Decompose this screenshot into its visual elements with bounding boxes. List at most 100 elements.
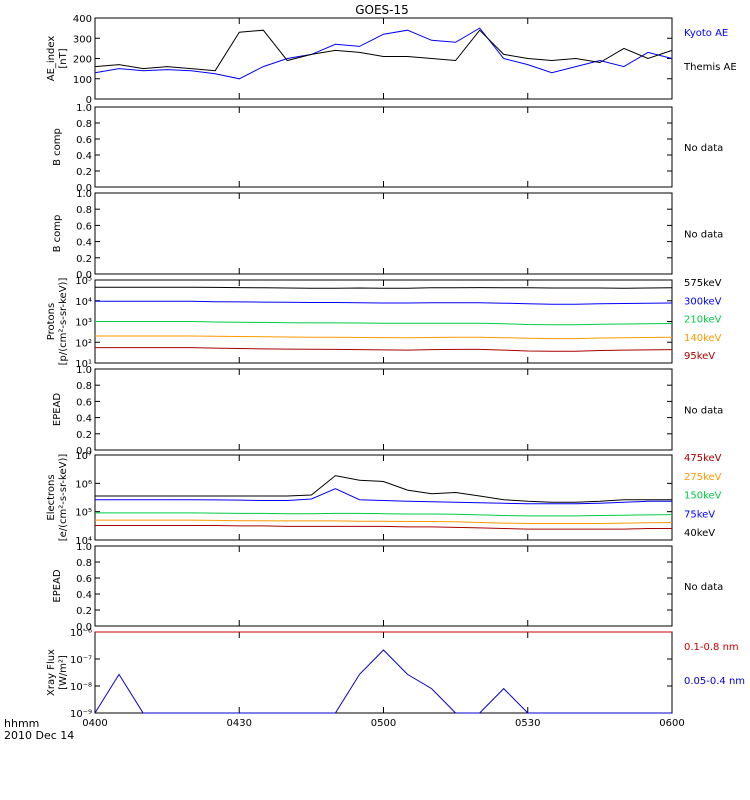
panel-frame [94,631,673,714]
y-tick-label: 0.8 [76,558,92,569]
y-axis-label: [p/(cm²-s-sr-keV)] [58,278,69,366]
y-tick-label: 0.4 [76,590,92,601]
y-tick-label: 10⁴ [75,297,92,308]
y-tick-label: 10⁻⁹ [70,709,92,720]
legend-entry: 40keV [684,528,715,539]
y-axis-label: EPEAD [52,569,63,603]
series-line-300kev [95,300,673,305]
y-tick-label: 0.8 [76,381,92,392]
x-tick-label: 0530 [515,718,540,729]
y-tick-label: 0.6 [76,574,92,585]
y-tick-label: 0.0 [76,270,92,281]
panel-1: AE_index [nT] 0 100 200 300 400 Kyoto AE Themis … [46,14,737,106]
y-tick-label: 10⁵ [75,276,92,287]
y-tick-label: 0.2 [76,430,92,441]
panel-8: Xray Flux [W/m²] 10⁻⁹ 10⁻⁸ 10⁻⁷ 10⁻⁶ 0.1-0.8 n… [46,628,745,729]
x-tick-label: 0600 [659,718,684,729]
no-data-note: No data [684,582,723,593]
series-line-0-05-0-4-nm [94,649,672,714]
y-tick-label: 1.0 [76,103,92,114]
legend-entry: Themis AE [683,62,737,73]
series-line-75kev [95,488,672,505]
y-tick-label: 400 [73,14,92,25]
legend-entry: 150keV [684,491,722,502]
y-axis-label: Electrons [46,474,57,520]
panel-frame [94,545,673,627]
panel-4: Protons [p/(cm²-s-sr-keV)] 10¹ 10² 10³ 10⁴ 10⁵… [46,276,722,370]
legend-entry: Kyoto AE [684,28,728,39]
y-tick-label: 0 [86,95,92,106]
y-tick-label: 1.0 [76,189,92,200]
series-line-kyoto-ae [94,27,673,80]
y-tick-label: 0.4 [76,414,92,425]
x-tick-label: 0400 [82,718,107,729]
no-data-note: No data [684,143,723,154]
no-data-note: No data [684,230,723,241]
y-tick-label: 0.6 [76,221,92,232]
y-tick-label: 200 [73,55,92,66]
series-line-575kev [95,286,673,289]
y-axis-label: B comp [52,215,63,253]
legend-entry: 275keV [684,472,722,483]
panel-frame [94,368,673,451]
series-line-140kev [95,335,673,340]
y-tick-label: 10⁴ [75,536,92,547]
legend-entry: 210keV [684,315,722,326]
legend-entry: 0.1-0.8 nm [684,642,739,653]
y-tick-label: 10⁻⁷ [70,655,92,666]
y-tick-label: 100 [73,75,92,86]
y-tick-label: 10⁻⁸ [70,682,92,693]
y-tick-label: 0.0 [76,183,92,194]
panel-6: Electrons [e/(cm²-s-sr-keV)] 10⁴ 10⁵ 10⁶ 10⁷ 4… [46,451,722,547]
y-tick-label: 0.0 [76,446,92,457]
legend-entry: 0.05-0.4 nm [684,676,745,687]
y-axis-label: B comp [52,128,63,166]
x-tick-label: 0500 [371,718,396,729]
y-tick-label: 10¹ [75,359,92,370]
series-line-275kev [95,519,673,524]
y-tick-label: 0.4 [76,151,92,162]
series-line-150kev [95,512,673,517]
y-tick-label: 0.2 [76,254,92,265]
series-line-95kev [95,347,673,352]
panel-frame [94,454,673,541]
y-tick-label: 10⁻⁶ [70,628,92,639]
series-line-210kev [95,321,673,326]
legend-entry: 300keV [684,296,722,307]
y-tick-label: 10² [75,338,92,349]
y-axis-label: [nT] [58,48,69,68]
panel-5: EPEAD 0.0 0.2 0.4 0.6 0.8 1.0 No data [52,365,723,457]
y-axis-label: Protons [46,303,57,340]
y-tick-label: 10⁵ [75,508,92,519]
panel-frame [94,192,673,275]
series-line-themis-ae [94,29,673,72]
legend-entry: 75keV [684,509,715,520]
plot-title: GOES-15 [355,3,409,17]
y-tick-label: 0.2 [76,167,92,178]
panel-7: EPEAD 0.0 0.2 0.4 0.6 0.8 1.0 No data [52,542,723,633]
legend-entry: 95keV [684,351,715,362]
legend-entry: 575keV [684,278,722,289]
no-data-note: No data [684,406,723,417]
footer-date: 2010 Dec 14 [4,729,74,742]
panel-2: B comp 0.0 0.2 0.4 0.6 0.8 1.0 No data [52,103,723,194]
y-axis-label: [e/(cm²-s-sr-keV)] [58,454,69,542]
y-axis-label: EPEAD [52,393,63,427]
y-tick-label: 0.6 [76,135,92,146]
y-axis-label: AE_index [46,36,57,82]
panel-frame [94,17,673,100]
y-tick-label: 0.8 [76,119,92,130]
y-tick-label: 0.6 [76,397,92,408]
y-tick-label: 0.4 [76,238,92,249]
y-tick-label: 0.2 [76,606,92,617]
x-tick-label: 0430 [227,718,252,729]
y-axis-label: [W/m²] [58,655,69,690]
panel-frame [94,106,673,188]
y-tick-label: 0.0 [76,622,92,633]
footer-hhmm: hhmm [4,717,39,730]
y-tick-label: 0.8 [76,205,92,216]
legend-entry: 140keV [684,333,722,344]
y-tick-label: 1.0 [76,542,92,553]
series-line-475kev [95,525,672,530]
y-axis-label: Xray Flux [46,649,57,696]
